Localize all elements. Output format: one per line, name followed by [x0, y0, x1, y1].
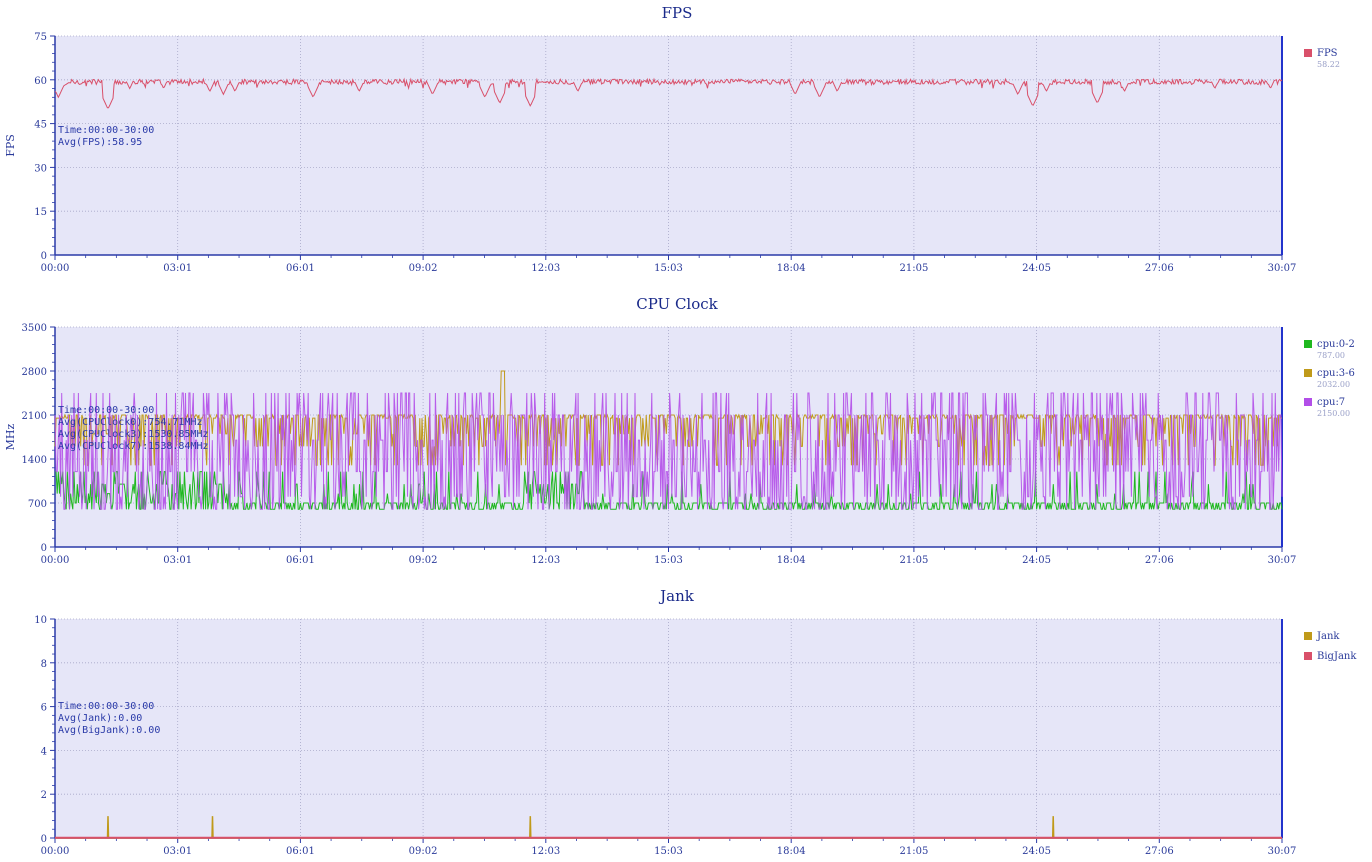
chart-fps: FPS 0 15 30 45 60 75 00:00 03:01 06:01 09:02 12:03 1… — [4, 4, 1340, 274]
y-tick-label: 15 — [34, 207, 47, 218]
x-tick-label: 15:03 — [654, 846, 683, 857]
x-tick-label: 30:07 — [1268, 846, 1297, 857]
series-group — [54, 77, 1283, 109]
x-tick-label: 27:06 — [1145, 555, 1174, 566]
y-tick-label: 3500 — [22, 323, 47, 334]
x-tick-label: 00:00 — [41, 846, 70, 857]
x-tick-label: 12:03 — [531, 263, 560, 274]
x-tick-label: 03:01 — [163, 846, 192, 857]
grid-lines — [55, 618, 1283, 838]
x-tick-label: 30:07 — [1268, 263, 1297, 274]
x-tick-label: 21:05 — [899, 846, 928, 857]
chart-jank: Jank 0 2 4 6 8 10 00:00 03:01 06:01 09:02 12:03 15:0… — [34, 587, 1357, 857]
x-tick-label: 06:01 — [286, 555, 315, 566]
chart-title: CPU Clock — [636, 295, 718, 313]
y-tick-label: 4 — [41, 746, 47, 757]
x-tick-label: 24:05 — [1022, 555, 1051, 566]
chart-title: Jank — [658, 587, 695, 605]
legend[interactable]: Jank BigJank — [1304, 631, 1357, 662]
x-tick-label: 06:01 — [286, 846, 315, 857]
x-tick-label: 12:03 — [531, 846, 560, 857]
x-tick-label: 15:03 — [654, 263, 683, 274]
legend-label: BigJank — [1317, 651, 1357, 662]
x-tick-label: 09:02 — [409, 555, 438, 566]
x-tick-label: 03:01 — [163, 555, 192, 566]
summary-text: Avg(Jank):0.00 — [58, 713, 142, 724]
y-tick-label: 2800 — [22, 367, 47, 378]
x-tick-label: 06:01 — [286, 263, 315, 274]
x-tick-label: 18:04 — [777, 263, 806, 274]
summary-text: Avg(BigJank):0.00 — [58, 725, 160, 736]
legend-label: cpu:0-2 — [1317, 339, 1355, 350]
y-tick-label: 45 — [34, 120, 47, 131]
y-tick-label: 8 — [41, 659, 47, 670]
series-line-fps — [54, 77, 1283, 109]
series-line-cpu-7 — [54, 392, 1283, 510]
y-tick-label: 2100 — [22, 411, 47, 422]
y-tick-label: 0 — [41, 251, 47, 262]
legend-swatch[interactable] — [1304, 652, 1312, 660]
x-tick-label: 27:06 — [1145, 263, 1174, 274]
legend-swatch[interactable] — [1304, 398, 1312, 406]
y-tick-label: 700 — [28, 499, 47, 510]
x-tick-label: 15:03 — [654, 555, 683, 566]
summary-text: Avg(CPUClock7):1538.84MHz — [58, 441, 209, 452]
x-tick-label: 18:04 — [777, 846, 806, 857]
x-tick-label: 24:05 — [1022, 846, 1051, 857]
x-tick-label: 24:05 — [1022, 263, 1051, 274]
x-tick-label: 09:02 — [409, 263, 438, 274]
y-tick-label: 30 — [34, 163, 47, 174]
x-tick-label: 30:07 — [1268, 555, 1297, 566]
y-tick-label: 1400 — [22, 455, 47, 466]
x-tick-label: 21:05 — [899, 555, 928, 566]
summary-text: Avg(CPUClock3):1530.85MHz — [58, 429, 209, 440]
y-tick-label: 60 — [34, 76, 47, 87]
legend-label: cpu:7 — [1317, 397, 1345, 408]
summary-text: Avg(FPS):58.95 — [58, 137, 142, 148]
series-line-cpu-3-6 — [54, 370, 1282, 466]
chart-cpu: CPU Clock 0 700 1400 2100 2800 3500 00:00 03:01 0… — [4, 295, 1355, 566]
legend-value: 2150.00 — [1317, 409, 1350, 418]
legend-swatch[interactable] — [1304, 632, 1312, 640]
y-tick-label: 0 — [41, 543, 47, 554]
legend-label: cpu:3-6 — [1317, 368, 1355, 379]
y-axis-label: MHz — [4, 423, 17, 450]
y-axis-label: FPS — [4, 134, 17, 157]
legend-swatch[interactable] — [1304, 340, 1312, 348]
legend-swatch[interactable] — [1304, 49, 1312, 57]
legend-label: Jank — [1316, 631, 1340, 642]
x-tick-label: 09:02 — [409, 846, 438, 857]
legend-swatch[interactable] — [1304, 369, 1312, 377]
series-group — [54, 370, 1283, 510]
y-tick-label: 75 — [34, 32, 47, 43]
x-tick-label: 00:00 — [41, 555, 70, 566]
x-tick-label: 27:06 — [1145, 846, 1174, 857]
legend-value: 2032.00 — [1317, 380, 1350, 389]
chart-title: FPS — [662, 4, 693, 22]
y-tick-label: 6 — [41, 703, 47, 714]
y-tick-label: 0 — [41, 834, 47, 845]
legend-value: 787.00 — [1317, 351, 1345, 360]
x-tick-label: 12:03 — [531, 555, 560, 566]
y-tick-label: 2 — [41, 790, 47, 801]
grid-lines — [55, 35, 1283, 255]
summary-text: Time:00:00-30:00 — [58, 701, 154, 712]
summary-text: Time:00:00-30:00 — [58, 125, 154, 136]
x-tick-label: 03:01 — [163, 263, 192, 274]
summary-text: Avg(CPUClock0):754.71MHz — [58, 417, 203, 428]
x-tick-label: 18:04 — [777, 555, 806, 566]
x-tick-label: 00:00 — [41, 263, 70, 274]
legend-value: 58.22 — [1317, 60, 1340, 69]
y-tick-label: 10 — [34, 615, 47, 626]
summary-text: Time:00:00-30:00 — [58, 405, 154, 416]
legend-label: FPS — [1317, 48, 1338, 59]
x-tick-label: 21:05 — [899, 263, 928, 274]
